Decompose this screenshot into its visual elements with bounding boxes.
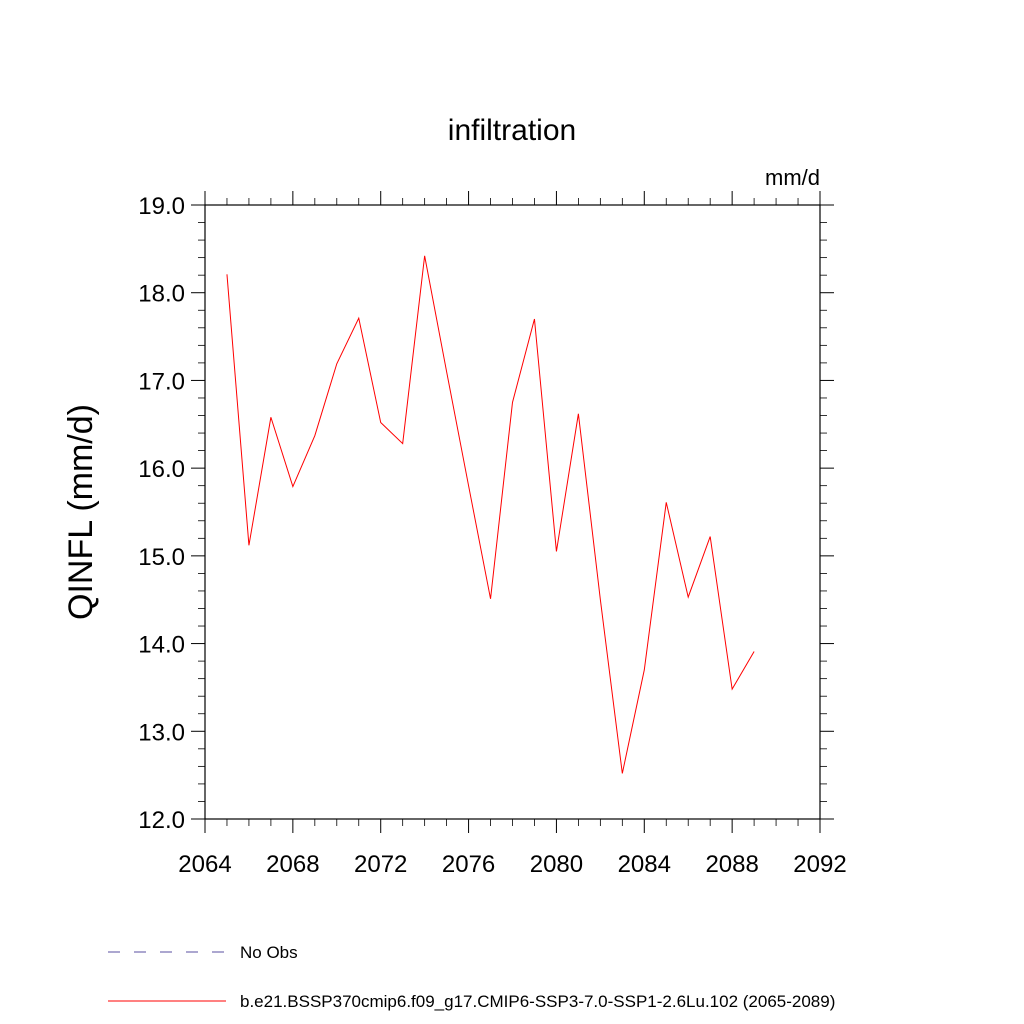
legend-label: No Obs: [240, 943, 298, 962]
axis-ticks: [191, 191, 834, 833]
y-tick-label: 19.0: [138, 193, 185, 220]
legend-label: b.e21.BSSP370cmip6.f09_g17.CMIP6-SSP3-7.…: [240, 992, 835, 1011]
chart-title: infiltration: [448, 114, 576, 147]
x-tick-label: 2092: [793, 851, 846, 878]
y-tick-label: 17.0: [138, 368, 185, 395]
series-layer: [226, 255, 755, 774]
series-line: [226, 255, 755, 774]
x-tick-label: 2064: [178, 851, 231, 878]
y-tick-label: 13.0: [138, 719, 185, 746]
y-axis-label: QINFL (mm/d): [62, 404, 100, 620]
x-tick-label: 2080: [530, 851, 583, 878]
plot-frame: [204, 204, 821, 820]
y-tick-label: 14.0: [138, 632, 185, 659]
x-tick-label: 2084: [618, 851, 671, 878]
x-tick-label: 2068: [266, 851, 319, 878]
x-tick-label: 2088: [705, 851, 758, 878]
x-tick-label: 2072: [354, 851, 407, 878]
y-tick-label: 18.0: [138, 281, 185, 308]
units-label: mm/d: [765, 165, 820, 190]
y-tick-label: 15.0: [138, 544, 185, 571]
tick-labels: 2064 2068 2072 2076 2080 2084 2088 2092 12.0 13.0…: [138, 193, 846, 878]
y-tick-label: 16.0: [138, 456, 185, 483]
x-tick-label: 2076: [442, 851, 495, 878]
legend: No Obs b.e21.BSSP370cmip6.f09_g17.CMIP6-S…: [108, 943, 835, 1011]
y-tick-label: 12.0: [138, 807, 185, 834]
